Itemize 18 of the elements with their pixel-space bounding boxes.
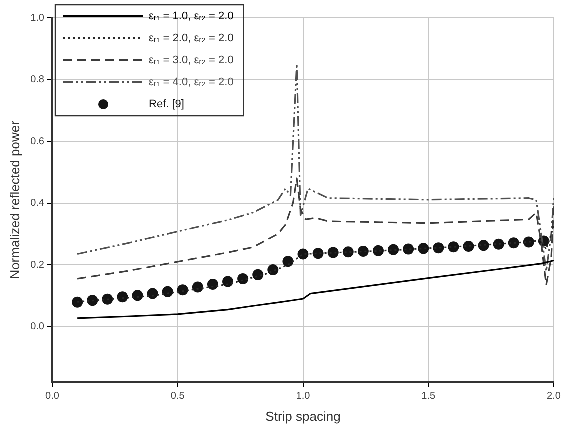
- y-tick-label: 0.8: [30, 74, 45, 86]
- y-tick-label: 0.6: [30, 136, 45, 148]
- y-tick-label: 0.2: [30, 260, 45, 271]
- text: εᵣ₁ = 3.0, εᵣ₂ = 2.0: [149, 54, 234, 67]
- x-tick-label: 1.5: [422, 391, 436, 402]
- x-tick-label: 0.0: [46, 391, 60, 402]
- y-tick-label: 0.0: [30, 322, 45, 333]
- text: Ref. [9]: [149, 98, 184, 111]
- y-tick-label: 1.0: [30, 12, 45, 24]
- text: εᵣ₁ = 1.0, εᵣ₂ = 2.0: [149, 10, 234, 23]
- y-axis-title: Normalized reflected power: [7, 120, 22, 280]
- x-tick-label: 1.0: [296, 391, 311, 402]
- x-axis-title: Strip spacing: [266, 408, 341, 424]
- x-tick-label: 0.5: [170, 391, 186, 402]
- text: εᵣ₁ = 2.0, εᵣ₂ = 2.0: [149, 32, 234, 45]
- x-tick-label: 2.0: [547, 391, 562, 402]
- text: εᵣ₁ = 4.0, εᵣ₂ = 2.0: [149, 76, 234, 89]
- y-tick-label: 0.4: [30, 198, 45, 210]
